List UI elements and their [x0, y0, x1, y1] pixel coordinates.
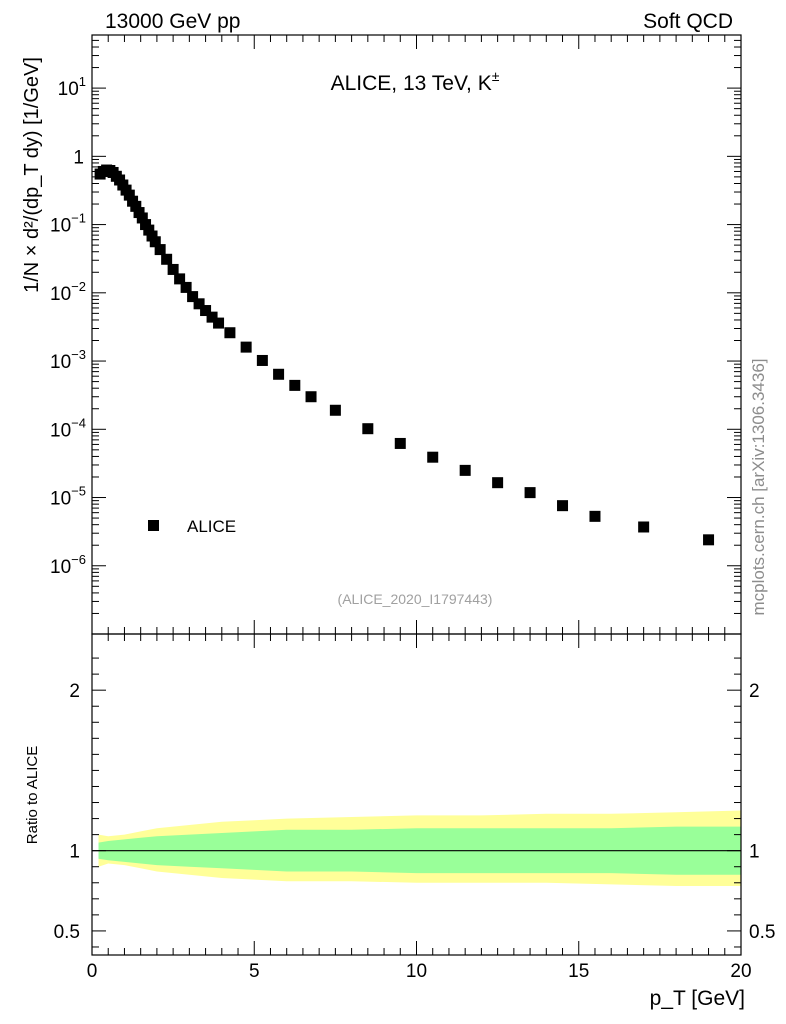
ratio-plot-ticks	[91, 634, 742, 955]
plot-title-sup: ±	[492, 68, 500, 84]
ratio-tick-labels: 2 2 1 1 0.5 0.5	[54, 681, 776, 943]
y-tick-label: 101	[58, 74, 86, 100]
ratio-plot-border	[91, 633, 742, 956]
y-tick-label: 10−3	[50, 347, 86, 373]
data-point	[703, 534, 715, 546]
data-point	[146, 230, 158, 242]
ratio-y-tick-label-left: 1	[69, 842, 80, 863]
data-points	[94, 164, 715, 546]
data-point	[524, 487, 536, 499]
data-point	[200, 305, 212, 317]
data-point	[492, 477, 504, 489]
x-tick-label: 5	[249, 961, 260, 982]
analysis-tag: (ALICE_2020_I1797443)	[338, 591, 493, 607]
ratio-y-tick-label-right: 1	[749, 842, 760, 863]
data-point	[213, 317, 225, 329]
data-point	[362, 423, 374, 435]
data-point	[167, 263, 179, 275]
x-tick-label: 0	[87, 961, 98, 982]
y-tick-label: 10−5	[50, 484, 86, 510]
data-point	[180, 281, 192, 293]
x-tick-label: 15	[568, 961, 589, 982]
data-point	[161, 253, 173, 265]
x-axis-label: p_T [GeV]	[650, 987, 745, 1010]
data-point	[273, 368, 285, 380]
data-point	[140, 219, 152, 231]
main-plot-ticks	[91, 34, 742, 635]
data-point	[557, 500, 569, 512]
x-tick-labels: 0 5 10 15 20	[87, 961, 752, 982]
y-tick-label: 10−1	[50, 211, 86, 237]
data-point	[149, 236, 161, 248]
y-tick-label: 1	[73, 147, 84, 168]
ratio-y-tick-label-left: 0.5	[54, 922, 80, 943]
data-point	[638, 521, 650, 533]
data-point	[459, 464, 471, 476]
header-right: Soft QCD	[643, 10, 733, 33]
main-ytick-labels: 101 1 10−1 10−2 10−3 10−4 10−5 10−6	[50, 74, 86, 578]
legend-label: ALICE	[187, 517, 236, 536]
data-point	[123, 189, 135, 201]
data-point	[206, 311, 218, 323]
data-point	[256, 354, 268, 366]
ratio-bands	[92, 810, 741, 886]
ratio-y-tick-label-right: 0.5	[749, 922, 775, 943]
ratio-plot-frame	[91, 633, 742, 956]
data-point	[130, 200, 142, 212]
main-y-axis-label: 1/N × d²/(dp_T dy) [1/GeV]	[21, 57, 43, 293]
main-plot-border	[91, 34, 742, 635]
data-point	[224, 327, 236, 339]
plot-title-text: ALICE, 13 TeV, K	[331, 72, 492, 95]
data-point	[193, 298, 205, 310]
ratio-y-tick-label-right: 2	[749, 681, 760, 702]
data-point	[174, 273, 186, 285]
legend-marker	[148, 520, 159, 531]
y-tick-label: 10−6	[50, 552, 86, 578]
y-tick-label: 10−4	[50, 415, 86, 441]
x-tick-label: 10	[406, 961, 427, 982]
plot-title: ALICE, 13 TeV, K±	[331, 68, 500, 95]
header-left: 13000 GeV pp	[105, 10, 240, 33]
data-point	[394, 437, 406, 449]
side-label: mcplots.cern.ch [arXiv:1306.3436]	[749, 358, 768, 615]
main-plot-frame	[91, 34, 742, 635]
data-point	[143, 224, 155, 236]
data-point	[187, 291, 199, 303]
ratio-y-axis-label: Ratio to ALICE	[24, 746, 41, 844]
data-point	[154, 244, 166, 256]
data-point	[305, 391, 317, 403]
data-point	[289, 379, 301, 391]
y-tick-label: 10−2	[50, 279, 86, 305]
ratio-y-tick-label-left: 2	[69, 681, 80, 702]
x-tick-label: 20	[730, 961, 751, 982]
data-point	[136, 212, 148, 224]
data-point	[329, 404, 341, 416]
data-point	[427, 451, 439, 463]
data-point	[589, 510, 601, 522]
data-point	[240, 341, 252, 353]
